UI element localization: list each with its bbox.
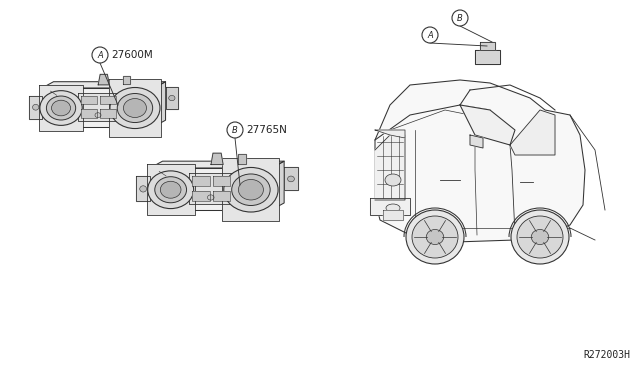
Ellipse shape (386, 204, 400, 212)
Polygon shape (375, 135, 405, 200)
Ellipse shape (511, 210, 569, 264)
Polygon shape (39, 85, 83, 131)
Polygon shape (98, 74, 109, 85)
Ellipse shape (161, 181, 181, 198)
Ellipse shape (426, 230, 444, 244)
Text: 27765N: 27765N (246, 125, 287, 135)
Polygon shape (213, 191, 230, 201)
Ellipse shape (124, 99, 147, 118)
Polygon shape (470, 135, 483, 148)
Polygon shape (213, 176, 230, 186)
Polygon shape (475, 50, 500, 64)
Ellipse shape (385, 174, 401, 186)
Ellipse shape (169, 95, 175, 101)
Circle shape (452, 10, 468, 26)
Text: A: A (97, 51, 103, 60)
Polygon shape (78, 93, 118, 122)
Ellipse shape (148, 171, 194, 209)
Ellipse shape (406, 210, 464, 264)
Ellipse shape (412, 216, 458, 258)
Polygon shape (193, 176, 210, 186)
Polygon shape (29, 96, 42, 119)
Polygon shape (123, 76, 131, 84)
Polygon shape (222, 158, 280, 221)
Text: B: B (232, 125, 238, 135)
Ellipse shape (52, 100, 70, 116)
Polygon shape (42, 88, 154, 126)
Ellipse shape (517, 216, 563, 258)
Polygon shape (81, 96, 97, 104)
Circle shape (92, 47, 108, 63)
Ellipse shape (110, 87, 160, 129)
Polygon shape (211, 153, 223, 164)
Text: A: A (427, 31, 433, 39)
Polygon shape (237, 154, 246, 164)
Polygon shape (189, 173, 233, 204)
Polygon shape (109, 79, 161, 137)
Ellipse shape (531, 230, 548, 244)
Ellipse shape (239, 179, 264, 200)
Polygon shape (370, 198, 410, 215)
Ellipse shape (33, 105, 39, 110)
Polygon shape (42, 82, 166, 88)
Polygon shape (100, 96, 116, 104)
Text: 27600M: 27600M (111, 50, 153, 60)
Ellipse shape (95, 113, 101, 118)
Polygon shape (271, 161, 284, 210)
Polygon shape (383, 210, 403, 220)
Ellipse shape (287, 176, 294, 182)
Ellipse shape (40, 91, 82, 125)
Polygon shape (100, 109, 116, 118)
Ellipse shape (140, 186, 147, 192)
Polygon shape (150, 168, 271, 210)
Polygon shape (150, 161, 284, 168)
Ellipse shape (224, 167, 278, 212)
Polygon shape (136, 176, 150, 202)
Polygon shape (147, 164, 195, 215)
Polygon shape (193, 191, 210, 201)
Polygon shape (375, 80, 585, 242)
Ellipse shape (155, 177, 186, 203)
Ellipse shape (207, 195, 214, 200)
Ellipse shape (47, 96, 76, 120)
Text: B: B (457, 13, 463, 22)
Circle shape (422, 27, 438, 43)
Polygon shape (510, 110, 555, 155)
Text: R272003H: R272003H (583, 350, 630, 360)
Polygon shape (375, 130, 405, 138)
Polygon shape (154, 82, 166, 126)
Polygon shape (81, 109, 97, 118)
Ellipse shape (232, 174, 270, 205)
Ellipse shape (117, 93, 153, 122)
Polygon shape (284, 167, 298, 190)
Circle shape (227, 122, 243, 138)
Polygon shape (480, 42, 495, 50)
Polygon shape (166, 87, 178, 109)
Polygon shape (460, 105, 515, 145)
